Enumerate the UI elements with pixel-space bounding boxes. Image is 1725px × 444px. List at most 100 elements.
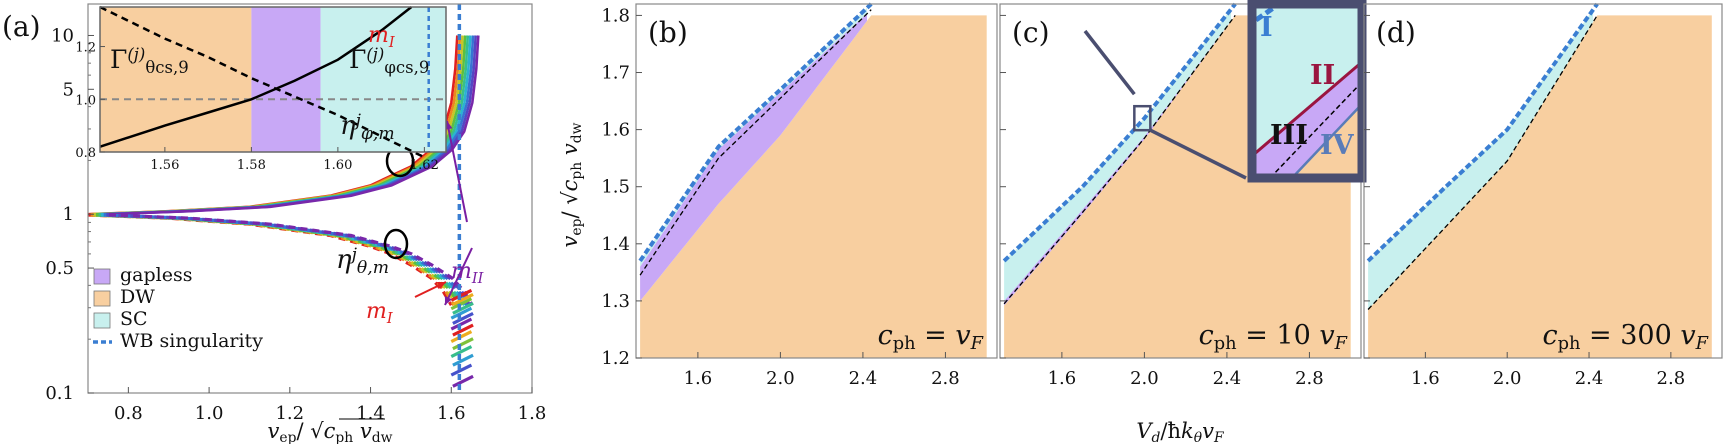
fan-hatch [450, 317, 473, 331]
inset-region-sc [320, 7, 446, 152]
xtick-label: 2.0 [1493, 368, 1522, 389]
fan-hatch [452, 374, 474, 388]
panel-bcd-xlabel: Vd/ħkθvF [1136, 419, 1225, 444]
fan-hatch [452, 323, 474, 337]
inset-region-dw [100, 7, 252, 152]
ytick-label: 1.4 [601, 234, 630, 255]
panel-a-xlabel: vep/ √cph vdw [268, 419, 393, 444]
inset-ytick-label: 1.2 [75, 41, 96, 56]
panel-a-xtick-label: 1.0 [195, 403, 224, 424]
arrow-mI-bottom-head [437, 282, 446, 290]
legend-swatch-dw [93, 290, 111, 307]
arrow-mII-down [444, 247, 473, 306]
wb-singularity-curve [1366, 2, 1599, 263]
xtick-label: 2.4 [1575, 368, 1604, 389]
zoom-label-iv: IV [1320, 130, 1355, 161]
panel-frame [635, 3, 998, 359]
inset-xtick-label: 1.60 [323, 158, 352, 173]
annotation-mII: mII [451, 259, 484, 287]
legend-label: SC [120, 308, 148, 330]
xtick-label: 2.8 [1657, 368, 1686, 389]
ytick-label: 1.3 [601, 291, 630, 312]
fan-hatch [450, 363, 473, 377]
cph-label: cph = 300 vF [1542, 320, 1708, 354]
zoom-line-iii [1269, 81, 1363, 179]
xtick-label: 2.8 [931, 368, 960, 389]
panel-a-ytick-label: 0.5 [45, 258, 74, 279]
inset-label-gamma-theta: Γ(j)θcs,9 [110, 45, 189, 77]
wb-singularity-curve [1002, 2, 1237, 263]
panel-a-ytick-label: 10 [51, 25, 74, 46]
dw-region [1368, 15, 1712, 359]
phase-boundary-dashed [639, 9, 872, 276]
inset-region-gapless [251, 7, 321, 152]
ytick-label: 1.7 [601, 63, 630, 84]
zoom-line-iv [1291, 103, 1363, 179]
inset-ytick-label: 0.8 [75, 146, 96, 161]
xtick-label: 2.8 [1295, 368, 1324, 389]
inset-ytick-label: 1.0 [75, 93, 96, 108]
panel-a-ytick-label: 1 [63, 204, 74, 225]
inset-frame [99, 6, 447, 153]
panel-a-frame [87, 3, 533, 394]
gapless-region [640, 13, 867, 301]
zoom-box [1133, 104, 1152, 132]
wb-singularity-curve [638, 2, 873, 263]
zoom-connector-bottom [1149, 128, 1247, 180]
xtick-label: 1.6 [1048, 368, 1077, 389]
fan-hatch [452, 353, 474, 367]
arrow-mII-up [446, 120, 468, 223]
phase-boundary-dashed [1003, 15, 1236, 305]
phase-boundary-dashed [1367, 15, 1598, 310]
xtick-label: 2.0 [766, 368, 795, 389]
inset-xtick-label: 1.56 [150, 158, 179, 173]
legend-swatch-sc [93, 312, 111, 329]
panel-letter-a: (a) [2, 10, 41, 43]
panel-a-xtick-label: 0.8 [114, 403, 143, 424]
xtick-label: 1.6 [1411, 368, 1440, 389]
cph-label: cph = 10 vF [1199, 320, 1348, 354]
fan-hatch [450, 345, 473, 358]
zoom-region-gapless [1252, 62, 1362, 178]
panel-a-xtick-label: 1.8 [518, 403, 547, 424]
ellipse-theta [383, 228, 409, 260]
panel-letter: (c) [1012, 16, 1050, 49]
legend-swatch-gapless [93, 268, 111, 285]
fan-hatch [450, 288, 473, 302]
inset-label-gamma-phi: Γ(j)φcs,9 [349, 45, 429, 77]
fan-curve-phi [108, 35, 480, 216]
fan-hatch [452, 337, 474, 351]
xtick-label: 2.4 [849, 368, 878, 389]
ytick-label: 1.2 [601, 348, 630, 369]
ytick-label: 1.5 [601, 177, 630, 198]
dw-region [640, 15, 987, 359]
legend-label: DW [120, 286, 155, 308]
cph-label: cph = vF [878, 320, 984, 354]
fan-hatch [452, 311, 474, 325]
fan-hatch [450, 306, 473, 320]
fan-curve-theta [103, 213, 469, 307]
annotation-mI-top: mI [368, 23, 395, 51]
panel-a-ytick-label: 0.1 [45, 383, 74, 404]
arrow-mII-down-head [444, 296, 453, 305]
zoom-label-ii: II [1310, 60, 1335, 91]
panel-a-xtick-label: 1.6 [437, 403, 466, 424]
sc-region [640, 7, 867, 267]
legend-label: WB singularity [120, 330, 263, 352]
zoom-label-i: I [1260, 12, 1273, 43]
inset-xtick-label: 1.62 [410, 158, 439, 173]
zoom-label-iii: III [1270, 120, 1308, 151]
xtick-label: 2.0 [1130, 368, 1159, 389]
panel-letter: (b) [648, 16, 688, 49]
inset-gamma-theta-curve [99, 6, 413, 148]
fan-hatch [452, 292, 474, 306]
xtick-label: 2.4 [1213, 368, 1242, 389]
panel-b-ylabel: vep/ √cph vdw [558, 122, 585, 247]
inset-gamma-phi-curve [99, 5, 425, 159]
ytick-label: 1.6 [601, 120, 630, 141]
zoom-connector-top [1083, 29, 1136, 96]
xtick-label: 1.6 [684, 368, 713, 389]
ytick-label: 1.8 [601, 5, 630, 26]
zoom-line-ii [1251, 60, 1363, 158]
